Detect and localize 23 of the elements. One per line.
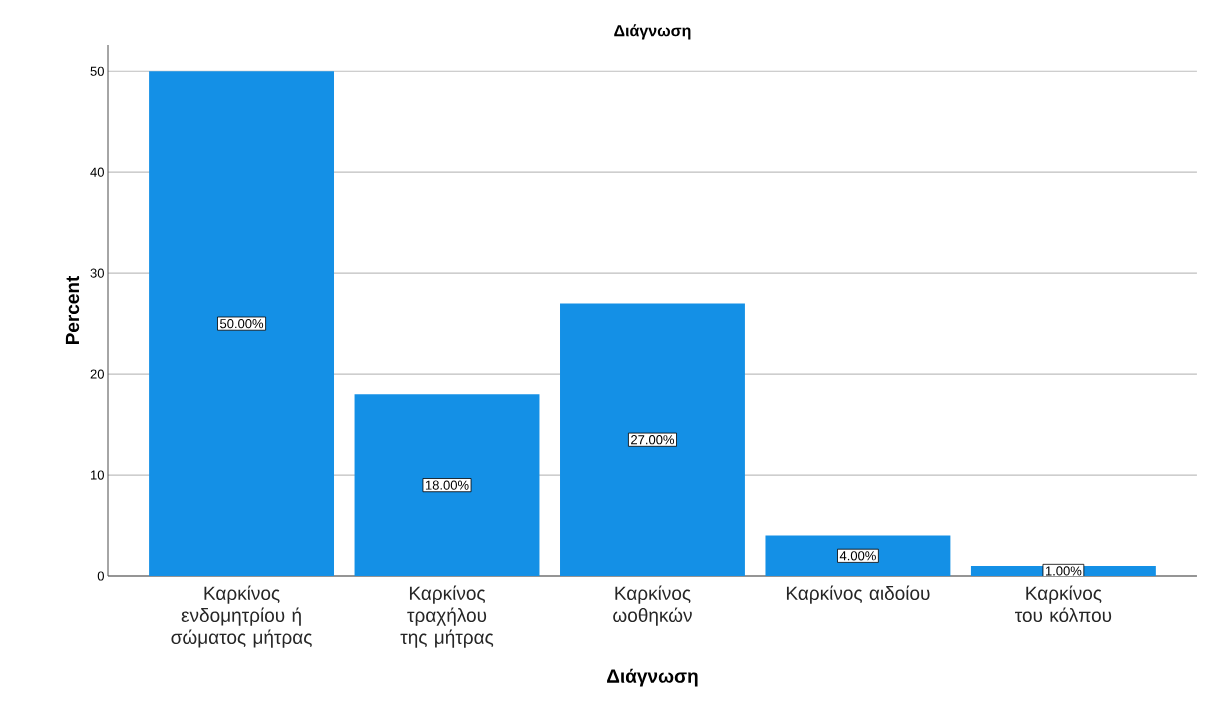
data-label: 50.00% bbox=[220, 319, 264, 329]
x-tick-label: Καρκίνος αιδοίου bbox=[786, 585, 930, 604]
bar bbox=[149, 71, 335, 576]
x-axis-title: Διάγνωση bbox=[607, 668, 698, 687]
bar bbox=[354, 394, 540, 576]
y-tick-label: 40 bbox=[90, 167, 104, 177]
data-label: 1.00% bbox=[1045, 566, 1082, 576]
y-axis-title: Percent bbox=[65, 275, 80, 345]
data-label: 27.00% bbox=[631, 435, 675, 445]
y-tick-label: 30 bbox=[90, 268, 104, 278]
x-tick-label: Καρκίνος του κόλπου bbox=[1015, 585, 1112, 623]
bar bbox=[765, 535, 951, 576]
y-tick-label: 0 bbox=[97, 571, 104, 581]
x-tick-label: Καρκίνος ενδομητρίου ή σώματος μήτρας bbox=[171, 585, 312, 648]
data-label: 18.00% bbox=[425, 480, 469, 490]
x-tick-label: Καρκίνος τραχήλου της μήτρας bbox=[400, 585, 494, 648]
y-tick-label: 50 bbox=[90, 66, 104, 76]
y-tick-label: 20 bbox=[90, 369, 104, 379]
chart-title: Διάγνωση bbox=[614, 24, 691, 40]
bar bbox=[560, 303, 745, 576]
y-tick-label: 10 bbox=[91, 470, 104, 480]
x-tick-label: Καρκίνος ωοθηκών bbox=[613, 585, 692, 626]
data-label: 4.00% bbox=[839, 551, 876, 561]
